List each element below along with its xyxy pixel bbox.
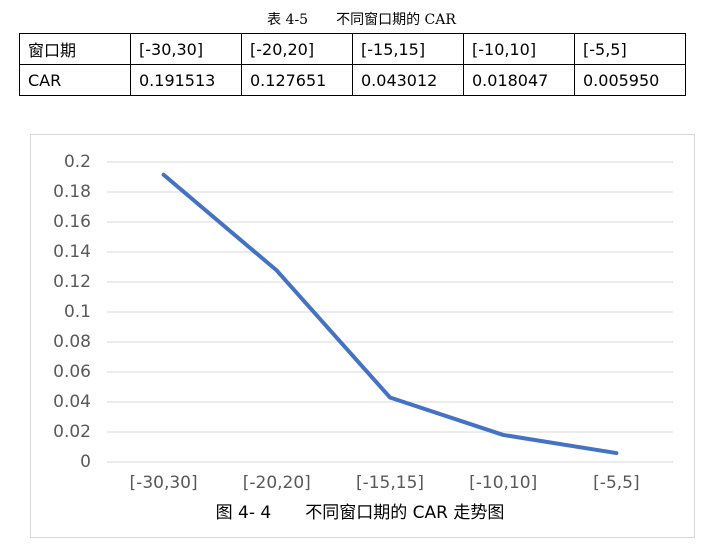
table-row: CAR 0.191513 0.127651 0.043012 0.018047 …	[19, 64, 686, 96]
y-tick-label: 0.04	[53, 392, 91, 412]
table-row: 窗口期 [-30,30] [-20,20] [-15,15] [-10,10] …	[19, 33, 686, 65]
cell: 窗口期	[19, 33, 131, 65]
cell: [-20,20]	[241, 33, 353, 65]
y-tick-label: 0.2	[64, 152, 91, 172]
x-tick-label: [-15,15]	[356, 473, 424, 493]
y-tick-label: 0.14	[53, 242, 91, 262]
x-tick-label: [-20,20]	[243, 473, 311, 493]
y-tick-label: 0	[80, 452, 91, 472]
chart-frame	[30, 134, 695, 538]
y-tick-label: 0.02	[53, 422, 91, 442]
cell: 0.043012	[352, 64, 464, 96]
data-line	[161, 172, 619, 456]
y-tick-label: 0.06	[53, 362, 91, 382]
car-table: 窗口期 [-30,30] [-20,20] [-15,15] [-10,10] …	[19, 33, 686, 96]
table-caption: 表 4-5 不同窗口期的 CAR	[267, 12, 456, 28]
chart-caption: 图 4- 4 不同窗口期的 CAR 走势图	[216, 503, 505, 523]
cell: 0.018047	[463, 64, 575, 96]
cell: 0.191513	[130, 64, 242, 96]
cell: [-15,15]	[352, 33, 464, 65]
x-tick-label: [-5,5]	[593, 473, 639, 493]
y-tick-label: 0.16	[53, 212, 91, 232]
x-tick-label: [-30,30]	[130, 473, 198, 493]
y-tick-label: 0.18	[53, 182, 91, 202]
cell: [-30,30]	[130, 33, 242, 65]
y-tick-label: 0.12	[53, 272, 91, 292]
y-tick-label: 0.1	[64, 302, 91, 322]
x-tick-label: [-10,10]	[469, 473, 537, 493]
cell: 0.005950	[574, 64, 686, 96]
cell: 0.127651	[241, 64, 353, 96]
cell: CAR	[19, 64, 131, 96]
y-tick-label: 0.08	[53, 332, 91, 352]
